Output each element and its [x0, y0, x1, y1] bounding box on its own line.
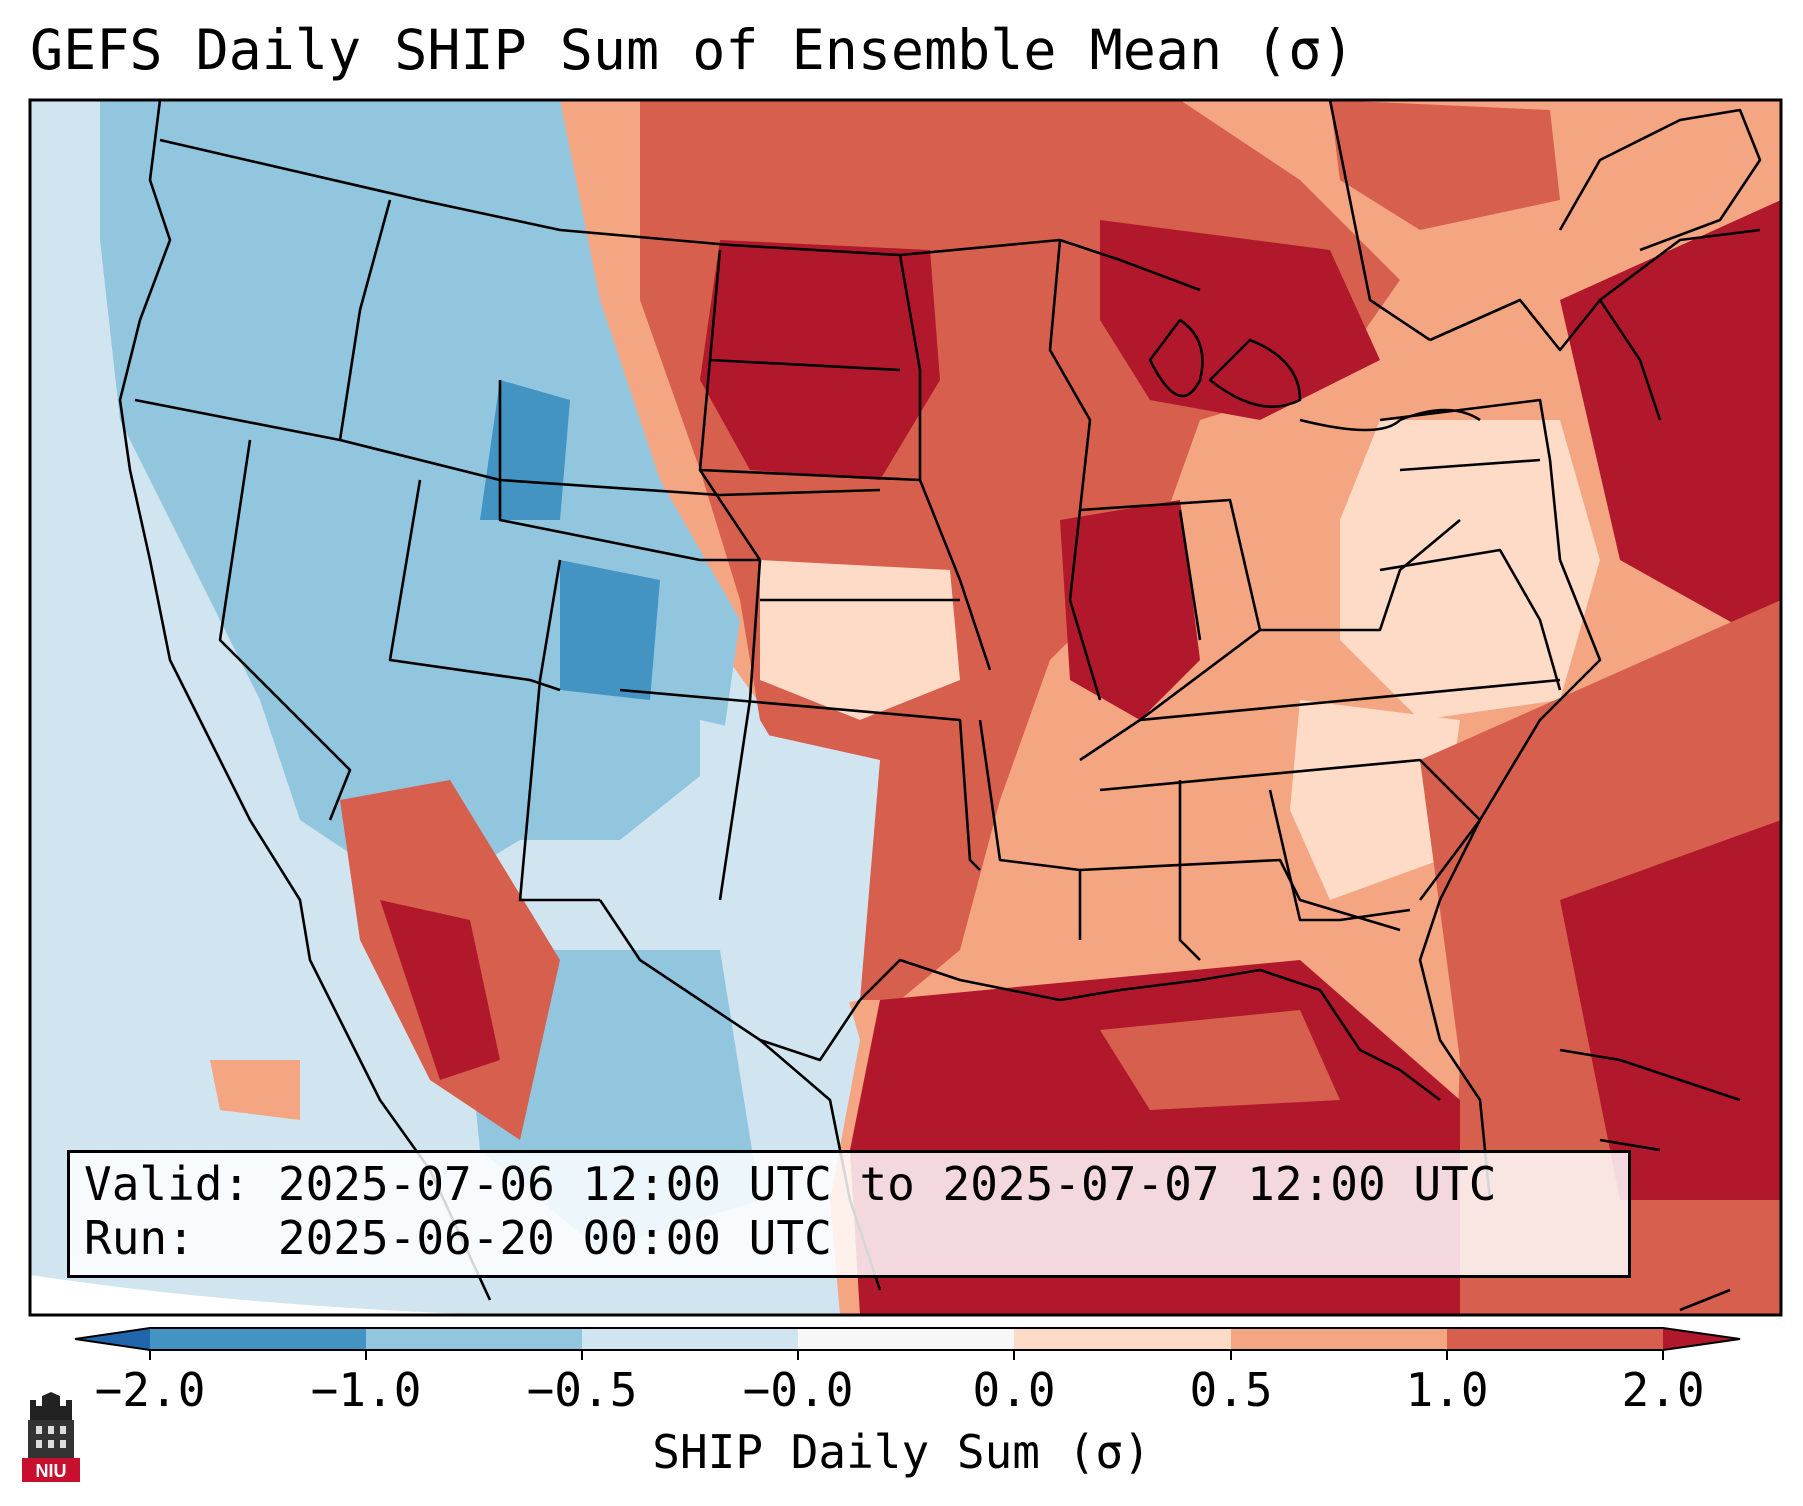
run-label: Run: — [84, 1211, 195, 1265]
colorbar-tick-label: 0.0 — [972, 1363, 1056, 1417]
caribbean-islands — [1559, 1048, 1741, 1312]
valid-row: Valid: 2025-07-06 12:00 UTC to 2025-07-0… — [84, 1157, 1614, 1211]
run-value: 2025-06-20 00:00 UTC — [277, 1211, 832, 1265]
colorbar-segment — [1014, 1328, 1231, 1350]
colorbar-tick-label: 1.0 — [1405, 1363, 1489, 1417]
colorbar-tick-label: −0.0 — [742, 1363, 854, 1417]
colorbar-label: SHIP Daily Sum (σ) — [652, 1425, 1151, 1479]
niu-logo-text: NIU — [36, 1461, 67, 1481]
colorbar-segment — [150, 1328, 366, 1350]
colorbar-segment — [798, 1328, 1014, 1350]
colorbar-extend-high — [1663, 1328, 1740, 1350]
map-frame — [28, 98, 1783, 1317]
run-row: Run: 2025-06-20 00:00 UTC — [84, 1211, 1614, 1265]
domain-edge — [30, 1275, 900, 1319]
map-field — [30, 100, 1781, 1315]
colorbar-segment — [1447, 1328, 1663, 1350]
colorbar-tick-label: 2.0 — [1621, 1363, 1705, 1417]
colorbar-extend-low — [75, 1328, 150, 1350]
colorbar-tick-label: 0.5 — [1189, 1363, 1273, 1417]
map-title: GEFS Daily SHIP Sum of Ensemble Mean (σ) — [30, 18, 1355, 82]
valid-label: Valid: — [84, 1157, 251, 1211]
colorbar-tick-label: −0.5 — [526, 1363, 638, 1417]
niu-logo: NIU — [22, 1392, 80, 1482]
colorbar-tick-label: −1.0 — [310, 1363, 422, 1417]
colorbar-segment — [582, 1328, 798, 1350]
state-boundaries — [118, 99, 1762, 1301]
colorbar-tick-label: −2.0 — [94, 1363, 206, 1417]
colorbar-segment — [366, 1328, 582, 1350]
valid-run-infobox: Valid: 2025-07-06 12:00 UTC to 2025-07-0… — [67, 1150, 1631, 1278]
colorbar-segment — [1231, 1328, 1447, 1350]
colorbar — [74, 1327, 1741, 1360]
valid-value: 2025-07-06 12:00 UTC to 2025-07-07 12:00… — [277, 1157, 1497, 1211]
